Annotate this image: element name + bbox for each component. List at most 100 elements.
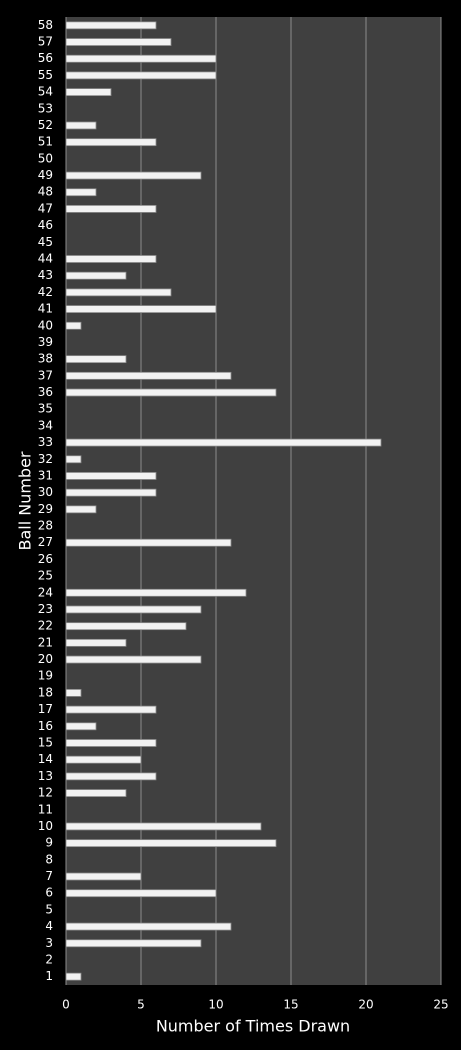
bar — [65, 705, 157, 714]
y-tick-label: 49 — [38, 168, 53, 182]
bar — [65, 739, 157, 747]
y-tick-label: 43 — [38, 268, 53, 282]
bar — [65, 371, 232, 380]
y-tick-label: 21 — [38, 635, 53, 649]
bar — [65, 789, 127, 797]
y-tick-label: 53 — [38, 101, 53, 115]
bar — [65, 722, 97, 731]
y-tick-label: 36 — [38, 385, 53, 399]
y-tick-label: 54 — [38, 85, 53, 99]
x-axis-title: Number of Times Drawn — [156, 1017, 350, 1036]
bar — [65, 38, 172, 46]
y-tick-label: 15 — [38, 736, 53, 750]
bar — [65, 21, 157, 30]
y-tick-label: 27 — [38, 535, 53, 549]
bar — [65, 54, 217, 63]
bar — [65, 305, 217, 313]
y-tick-label: 31 — [38, 468, 53, 482]
x-tick-label: 25 — [433, 998, 448, 1012]
x-tick-label: 15 — [283, 998, 298, 1012]
y-tick-label: 37 — [38, 368, 53, 382]
y-tick-label: 14 — [38, 752, 53, 766]
y-tick-label: 26 — [38, 552, 53, 566]
y-tick-label: 55 — [38, 68, 53, 82]
bar — [65, 638, 127, 647]
y-tick-label: 44 — [38, 252, 53, 266]
bar — [65, 939, 202, 948]
y-tick-label: 3 — [45, 936, 53, 950]
y-tick-label: 5 — [45, 902, 53, 916]
bar — [65, 271, 127, 280]
bar — [65, 121, 97, 130]
y-tick-label: 18 — [38, 685, 53, 699]
y-tick-label: 39 — [38, 335, 53, 349]
bar — [65, 438, 382, 447]
bar — [65, 255, 157, 263]
y-tick-label: 13 — [38, 769, 53, 783]
bar — [65, 138, 157, 147]
y-tick-label: 19 — [38, 669, 53, 683]
y-tick-label: 9 — [45, 836, 53, 850]
y-tick-label: 30 — [38, 485, 53, 499]
bar — [65, 505, 97, 514]
y-tick-label: 47 — [38, 201, 53, 215]
y-tick-label: 23 — [38, 602, 53, 616]
bar — [65, 588, 247, 597]
bar — [65, 88, 112, 97]
y-tick-label: 40 — [38, 318, 53, 332]
bar — [65, 538, 232, 547]
y-tick-label: 42 — [38, 285, 53, 299]
bar — [65, 822, 262, 831]
y-tick-label: 17 — [38, 702, 53, 716]
bar — [65, 388, 277, 397]
bar — [65, 889, 217, 898]
x-tick-label: 10 — [208, 998, 223, 1012]
bar — [65, 321, 82, 330]
y-tick-label: 34 — [38, 418, 53, 432]
bar — [65, 755, 142, 764]
bar — [65, 355, 127, 364]
y-tick-label: 50 — [38, 151, 53, 165]
y-tick-label: 7 — [45, 869, 53, 883]
y-tick-label: 11 — [38, 802, 53, 816]
bar — [65, 872, 142, 881]
y-tick-label: 16 — [38, 719, 53, 733]
bar — [65, 71, 217, 80]
y-tick-label: 56 — [38, 51, 53, 65]
bar — [65, 622, 187, 631]
bar — [65, 839, 277, 848]
bar — [65, 605, 202, 614]
y-tick-label: 57 — [38, 35, 53, 49]
y-tick-label: 58 — [38, 18, 53, 32]
y-tick-label: 52 — [38, 118, 53, 132]
bar — [65, 171, 202, 180]
bar — [65, 922, 232, 931]
y-tick-label: 22 — [38, 619, 53, 633]
y-tick-label: 41 — [38, 302, 53, 316]
y-tick-label: 33 — [38, 435, 53, 449]
y-tick-label: 24 — [38, 585, 53, 599]
bar — [65, 689, 82, 697]
bar — [65, 472, 157, 480]
y-tick-label: 28 — [38, 519, 53, 533]
bar — [65, 205, 157, 213]
y-axis-title: Ball Number — [16, 451, 35, 550]
bar — [65, 655, 202, 664]
y-tick-label: 2 — [45, 952, 53, 966]
bar — [65, 188, 97, 197]
y-tick-label: 45 — [38, 235, 53, 249]
bar — [65, 972, 82, 981]
y-tick-label: 29 — [38, 502, 53, 516]
y-tick-label: 32 — [38, 452, 53, 466]
y-tick-label: 8 — [45, 852, 53, 866]
y-tick-label: 38 — [38, 352, 53, 366]
x-tick-label: 20 — [358, 998, 373, 1012]
y-tick-label: 48 — [38, 185, 53, 199]
y-tick-label: 46 — [38, 218, 53, 232]
x-tick-label: 0 — [62, 998, 70, 1012]
y-tick-label: 35 — [38, 402, 53, 416]
y-tick-label: 51 — [38, 135, 53, 149]
y-tick-label: 25 — [38, 569, 53, 583]
y-tick-label: 12 — [38, 786, 53, 800]
